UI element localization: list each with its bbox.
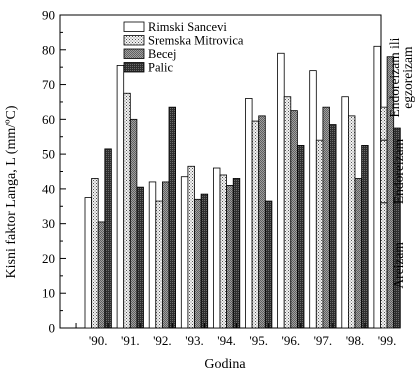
y-tick-label: 60 bbox=[42, 112, 55, 127]
bar-sremska-mitrovica-8 bbox=[347, 115, 356, 329]
bar-rimski-sancevi-0 bbox=[84, 197, 92, 329]
bar-rimski-sancevi-3 bbox=[180, 176, 189, 329]
bars-group bbox=[84, 45, 401, 329]
legend-label-1: Sremska Mitrovica bbox=[148, 34, 244, 48]
right-axis-region-label-0: Areizam bbox=[391, 242, 406, 289]
x-tick-label: '93. bbox=[185, 333, 204, 348]
bar-palic-2 bbox=[168, 106, 176, 329]
bar-palic-9 bbox=[393, 127, 401, 329]
x-tick-label: '99. bbox=[378, 333, 397, 348]
y-tick-label: 20 bbox=[42, 251, 55, 266]
right-axis-region-label-1: Endoreizam bbox=[391, 138, 406, 204]
bar-rimski-sancevi-6 bbox=[277, 52, 285, 329]
y-tick-label: 80 bbox=[42, 42, 55, 57]
legend-swatch-2 bbox=[123, 48, 145, 59]
bar-becej-0 bbox=[97, 221, 106, 329]
bar-palic-0 bbox=[104, 148, 112, 329]
x-tick-label: '96. bbox=[282, 333, 301, 348]
y-tick-label: 10 bbox=[42, 286, 55, 301]
bar-becej-4 bbox=[226, 185, 234, 329]
bar-becej-7 bbox=[322, 106, 330, 329]
bar-becej-6 bbox=[290, 110, 298, 329]
y-tick-label: 0 bbox=[49, 321, 56, 336]
y-axis-ticks: 0 10 20 30 40 50 60 70 80 90 bbox=[42, 8, 66, 336]
bar-rimski-sancevi-4 bbox=[212, 167, 221, 329]
bar-rimski-sancevi-2 bbox=[148, 181, 157, 329]
x-tick-label: '95. bbox=[249, 333, 268, 348]
right-axis-region-label-line: egzoreizam bbox=[400, 46, 415, 109]
bar-rimski-sancevi-7 bbox=[309, 70, 317, 329]
bar-rimski-sancevi-5 bbox=[245, 98, 253, 329]
bar-sremska-mitrovica-2 bbox=[155, 200, 163, 329]
y-tick-label: 90 bbox=[42, 8, 55, 23]
legend-label-2: Becej bbox=[148, 47, 176, 61]
bar-becej-2 bbox=[161, 181, 170, 329]
x-tick-label: '98. bbox=[346, 333, 365, 348]
y-axis-label: Kisni faktor Langa, L (mm/ºC) bbox=[4, 105, 19, 278]
bar-rimski-sancevi-1 bbox=[116, 65, 125, 329]
legend-label-0: Rimski Sancevi bbox=[148, 20, 227, 34]
right-axis-region-label-line: Endoreizam ili bbox=[387, 37, 402, 117]
bar-palic-7 bbox=[329, 124, 337, 329]
y-tick-label: 70 bbox=[42, 77, 55, 92]
bar-becej-1 bbox=[129, 118, 138, 329]
bar-becej-3 bbox=[194, 198, 202, 329]
bar-rimski-sancevi-8 bbox=[341, 96, 349, 329]
bar-sremska-mitrovica-0 bbox=[91, 178, 99, 329]
bar-palic-8 bbox=[361, 145, 369, 329]
bar-becej-8 bbox=[354, 178, 362, 329]
bar-sremska-mitrovica-5 bbox=[251, 120, 260, 329]
bar-palic-1 bbox=[136, 186, 144, 329]
bar-sremska-mitrovica-6 bbox=[283, 96, 292, 329]
legend-swatch-3 bbox=[123, 62, 145, 73]
legend-swatch-0 bbox=[123, 21, 145, 32]
x-axis-label: Godina bbox=[204, 357, 246, 372]
bar-palic-6 bbox=[296, 145, 305, 329]
bar-palic-4 bbox=[232, 178, 241, 329]
y-tick-label: 30 bbox=[42, 216, 55, 231]
bar-sremska-mitrovica-4 bbox=[219, 174, 227, 329]
legend-label-3: Palic bbox=[148, 61, 173, 75]
bar-sremska-mitrovica-7 bbox=[315, 139, 324, 329]
bar-becej-5 bbox=[258, 115, 266, 329]
right-axis-regions: Areizam Endoreizam Endoreizam iliegzoreiza… bbox=[381, 37, 415, 289]
y-tick-label: 50 bbox=[42, 147, 55, 162]
bar-sremska-mitrovica-1 bbox=[123, 92, 131, 329]
bar-palic-3 bbox=[200, 193, 209, 329]
bar-rimski-sancevi-9 bbox=[373, 45, 381, 329]
x-tick-label: '97. bbox=[314, 333, 333, 348]
x-tick-label: '94. bbox=[217, 333, 236, 348]
legend-swatch-1 bbox=[123, 35, 145, 46]
x-tick-label: '92. bbox=[153, 333, 172, 348]
x-tick-label: '91. bbox=[121, 333, 140, 348]
bar-sremska-mitrovica-3 bbox=[187, 165, 195, 329]
right-axis-region-label-2: Endoreizam iliegzoreizam bbox=[387, 37, 415, 117]
bar-palic-5 bbox=[264, 200, 273, 329]
x-axis-ticks: '90. '91. '92. '93. '94. '95. '96. '97. '98. '99. bbox=[75, 323, 397, 348]
x-tick-label: '90. bbox=[89, 333, 108, 348]
y-tick-label: 40 bbox=[42, 181, 55, 196]
